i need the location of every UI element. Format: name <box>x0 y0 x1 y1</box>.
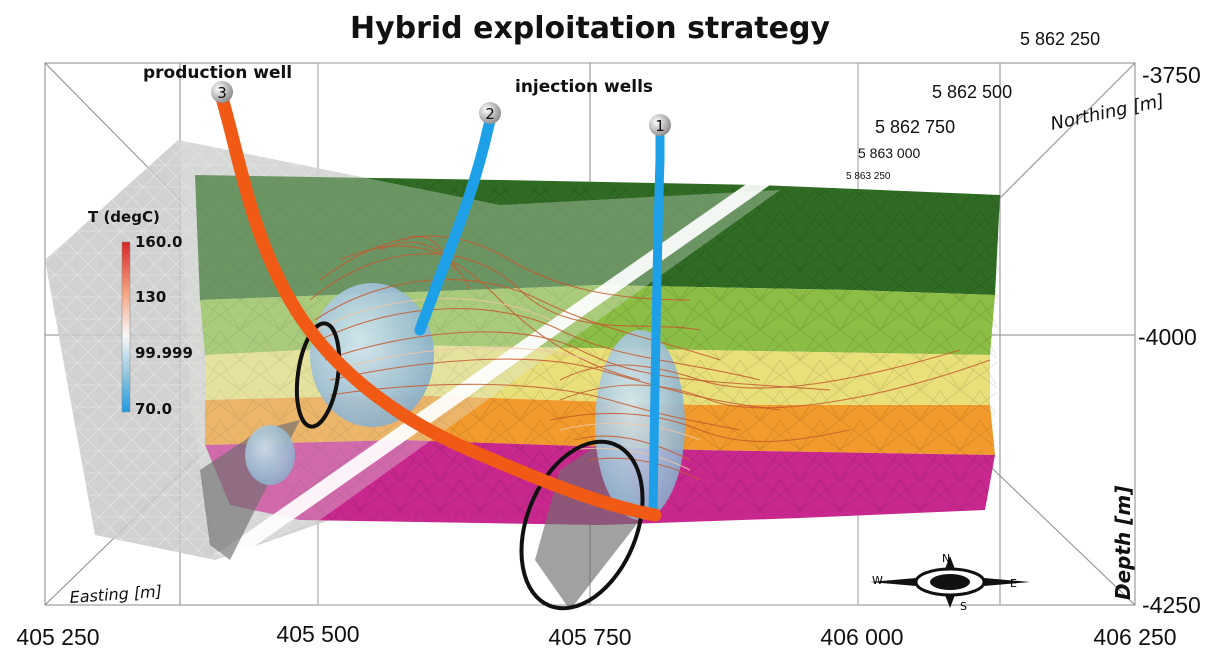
northing-title: Northing [m] <box>1049 90 1166 135</box>
compass-w: W <box>872 574 883 587</box>
white-plane <box>218 178 770 560</box>
easting-tick-2: 405 500 <box>276 621 359 647</box>
depth-axis: -3750 -4000 -4250 Depth [m] <box>1111 62 1201 618</box>
fault-overlay <box>178 140 780 560</box>
northing-tick-5: 5 863 250 <box>846 171 891 182</box>
figure-title: Hybrid exploitation strategy <box>350 11 831 46</box>
production-well-label: production well <box>143 63 292 83</box>
injection-well-1-tube <box>648 125 665 520</box>
depth-tick-3: -4250 <box>1142 592 1201 618</box>
streamlines-light <box>317 298 701 471</box>
well-head-2: 2 <box>479 102 501 124</box>
easting-tick-5: 406 250 <box>1093 624 1176 650</box>
easting-title: Easting [m] <box>69 582 163 607</box>
northing-axis: 5 862 250 5 862 500 5 862 750 5 863 000 … <box>846 29 1166 182</box>
black-rings <box>294 321 645 611</box>
depth-tick-2: -4000 <box>1138 324 1197 350</box>
easting-axis: 405 250 405 500 405 750 406 000 406 250 … <box>16 582 1176 650</box>
northing-tick-4: 5 863 000 <box>858 145 920 161</box>
legend-tick-min: 70.0 <box>135 400 172 418</box>
svg-text:2: 2 <box>485 105 495 123</box>
legend-tick-130: 130 <box>135 288 166 306</box>
northing-tick-3: 5 862 750 <box>875 117 955 137</box>
injection-well-2-tube <box>414 114 496 336</box>
production-well-3-tube <box>215 91 662 522</box>
svg-text:1: 1 <box>655 117 665 135</box>
northing-tick-1: 5 862 250 <box>1020 29 1100 49</box>
compass-n: N <box>942 552 950 565</box>
easting-tick-3: 405 750 <box>548 624 631 650</box>
compass-rose: N S E W <box>870 552 1030 613</box>
svg-text:3: 3 <box>217 84 227 102</box>
well-head-1: 1 <box>649 114 671 136</box>
injection-wells-label: injection wells <box>515 77 653 97</box>
legend-tick-max: 160.0 <box>135 233 182 251</box>
compass-s: S <box>960 600 967 613</box>
temperature-legend: T (degC) 160.0 130 99.999 70.0 <box>88 208 193 418</box>
easting-tick-4: 406 000 <box>820 624 903 650</box>
northing-tick-2: 5 862 500 <box>932 82 1012 102</box>
well-heads: 3 2 1 <box>211 81 671 136</box>
well-head-3: 3 <box>211 81 233 103</box>
depth-title: Depth [m] <box>1111 486 1135 600</box>
legend-title: T (degC) <box>88 208 160 226</box>
easting-tick-1: 405 250 <box>16 624 99 650</box>
legend-colorbar <box>121 241 131 413</box>
compass-e: E <box>1010 577 1017 590</box>
depth-tick-1: -3750 <box>1142 62 1201 88</box>
legend-tick-mid: 99.999 <box>135 344 193 362</box>
streamlines <box>309 235 991 481</box>
